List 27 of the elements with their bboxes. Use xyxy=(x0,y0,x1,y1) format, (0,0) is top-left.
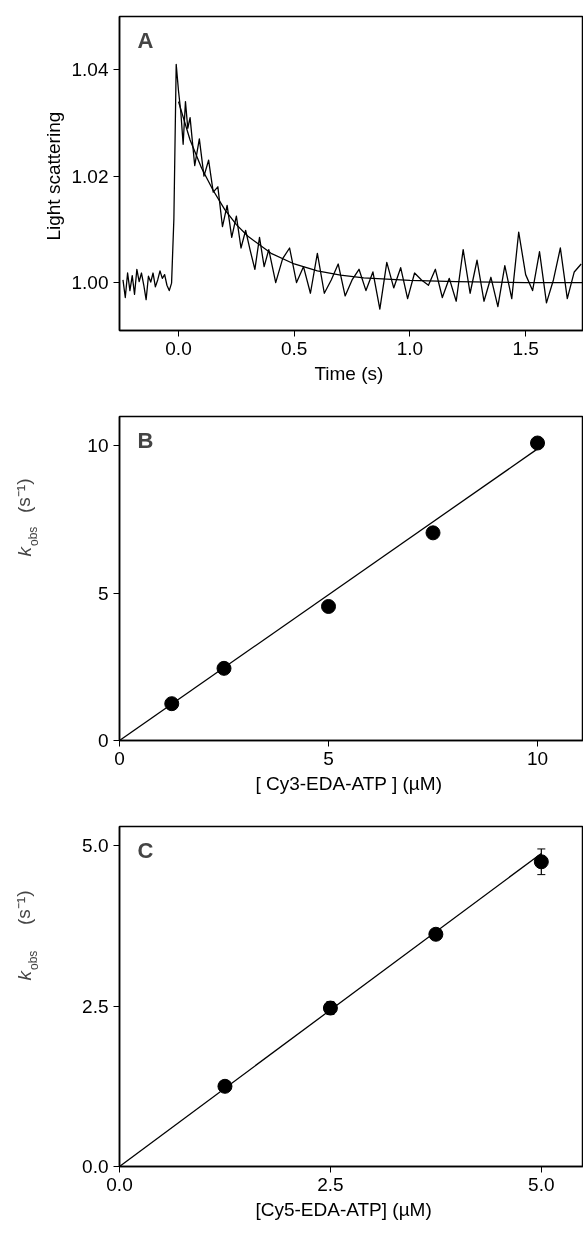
y-axis-title: Light scattering xyxy=(42,111,64,241)
x-tick-label: 2.5 xyxy=(317,1173,344,1195)
annotation: C xyxy=(137,837,154,863)
x-tick-label: 10 xyxy=(526,747,549,769)
y-tick-label: 0 xyxy=(97,730,109,751)
x-tick-label: 0.5 xyxy=(281,337,308,359)
text: kobs (s⁻¹) xyxy=(13,890,41,981)
y-tick-label: 0.0 xyxy=(82,1156,109,1177)
x-tick-label: 0.0 xyxy=(165,337,192,359)
annotation: A xyxy=(137,27,154,53)
y-tick-label: 10 xyxy=(87,435,109,457)
x-axis-title: [Cy5-EDA-ATP] (µM) xyxy=(255,1198,432,1220)
y-tick-label: 1.04 xyxy=(71,59,109,81)
x-tick-label: 1.5 xyxy=(512,337,539,359)
y-tick-label: 1.00 xyxy=(71,272,109,294)
y-tick-label: 5.0 xyxy=(82,835,109,857)
x-tick-label: 0 xyxy=(114,747,125,769)
y-tick-label: 5 xyxy=(97,582,109,604)
x-axis-title: Time (s) xyxy=(314,362,384,384)
y-tick-label: 1.02 xyxy=(71,165,109,187)
y-tick-label: 2.5 xyxy=(82,995,109,1017)
x-axis-title: [ Cy3-EDA-ATP ] (µM) xyxy=(255,772,442,794)
x-tick-label: 5.0 xyxy=(528,1173,555,1195)
y-axis-title: kobs (s⁻¹) xyxy=(13,478,41,557)
x-tick-label: 5 xyxy=(323,747,334,769)
annotation: B xyxy=(137,427,154,453)
x-tick-label: 1.0 xyxy=(396,337,424,359)
